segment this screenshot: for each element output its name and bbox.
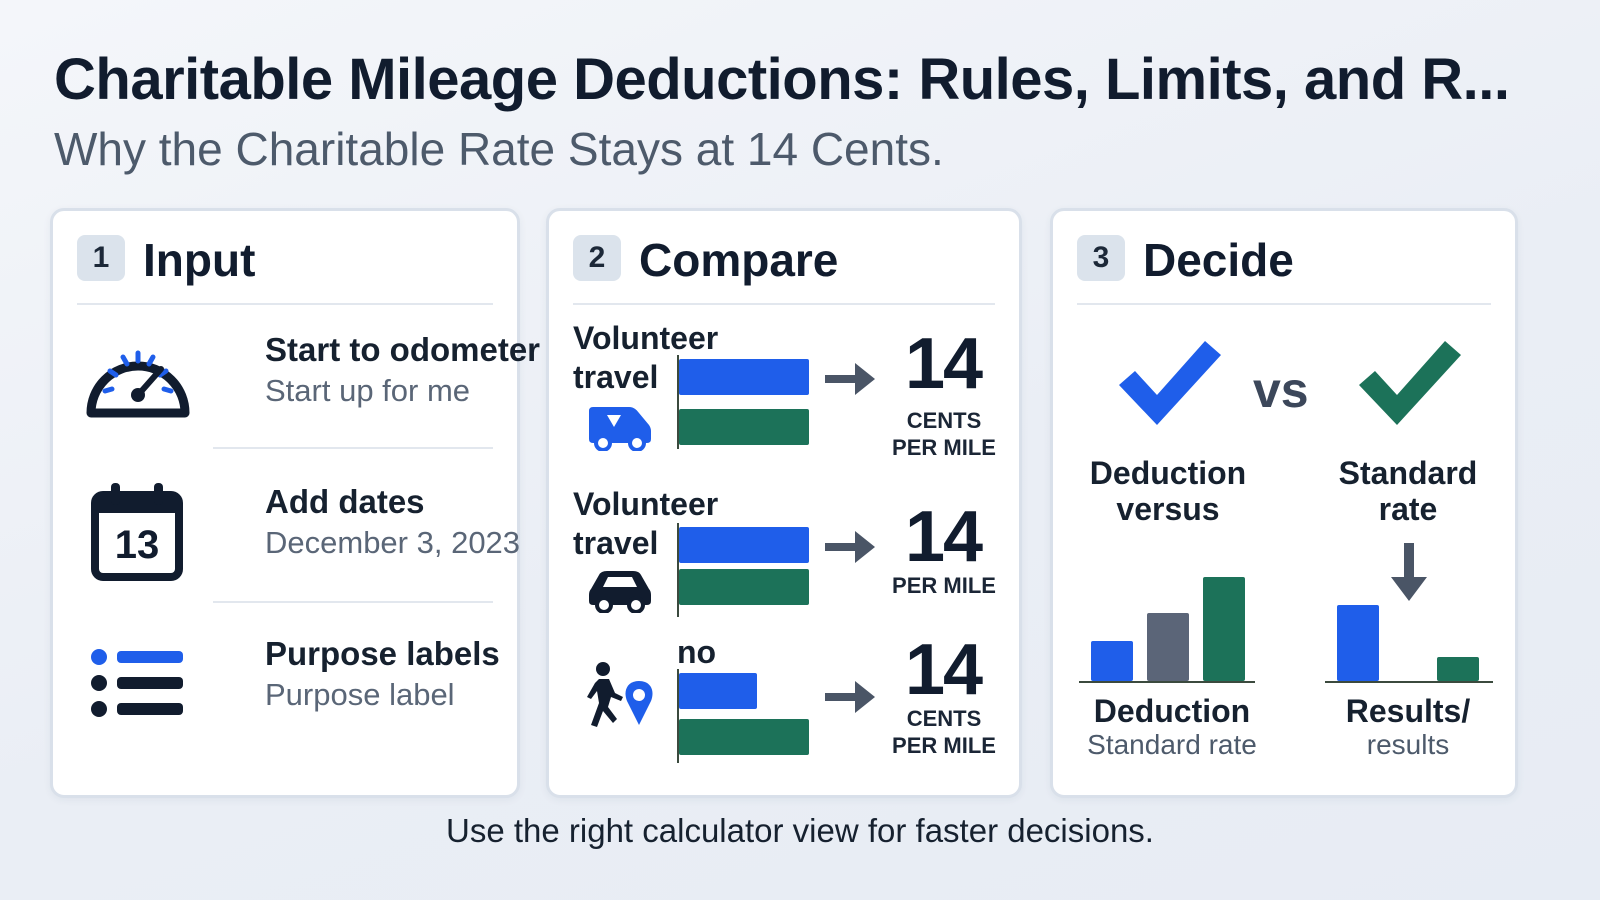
- decide-right-label: Standard: [1338, 455, 1478, 491]
- rate-unit: CENTS: [906, 408, 982, 433]
- checkmark-green-icon: [1353, 337, 1465, 429]
- decide-left-label: versus: [1116, 491, 1220, 527]
- row-title: Add dates: [265, 483, 425, 520]
- decide-right-label: rate: [1378, 491, 1438, 527]
- mini-bar-green: [1203, 577, 1245, 681]
- arrow-right-icon: [823, 359, 877, 399]
- chart-baseline: [1325, 681, 1493, 683]
- checkmark-blue-icon: [1113, 337, 1225, 429]
- step-number-badge: 2: [573, 235, 621, 281]
- compare-row-label: travel: [573, 359, 659, 395]
- compare-card: 2 Compare Volunteer travel 14 CENTS PER …: [546, 208, 1022, 798]
- rate-unit: PER MILE: [892, 733, 996, 758]
- bar-blue: [679, 527, 809, 563]
- calendar-icon: 13: [83, 483, 193, 583]
- bar-green: [679, 719, 809, 755]
- bar-green: [679, 569, 809, 605]
- input-row-dates: 13 Add dates December 3, 2023: [83, 473, 520, 603]
- row-title: Start to odometer: [265, 331, 541, 368]
- decide-left-label: Deduction: [1089, 455, 1247, 491]
- step-label: Input: [143, 234, 256, 286]
- chart-baseline: [1079, 681, 1255, 683]
- rate-value: 14: [904, 324, 983, 404]
- list-icon: [83, 635, 193, 735]
- row-title: Purpose labels: [265, 635, 500, 672]
- arrow-right-icon: [823, 527, 877, 567]
- compare-card-header: 2 Compare: [573, 233, 995, 305]
- bar-blue: [679, 673, 757, 709]
- left-chart-subtitle: Standard rate: [1087, 729, 1257, 760]
- rate-unit: PER MILE: [892, 573, 996, 598]
- footer-caption: Use the right calculator view for faster…: [446, 812, 1154, 849]
- row-subtitle: Start up for me: [265, 373, 471, 408]
- rate-unit: PER MILE: [892, 435, 996, 460]
- input-row-odometer: Start to odometer Start up for me: [83, 321, 540, 451]
- rate-value: 14: [904, 630, 983, 710]
- compare-row-label: travel: [573, 525, 659, 561]
- right-chart-title: Results/: [1345, 693, 1471, 729]
- left-chart-title: Deduction: [1093, 693, 1251, 729]
- bar-axis: [677, 523, 679, 617]
- arrow-down-icon: [1387, 541, 1431, 603]
- decide-card-header: 3 Decide: [1077, 233, 1491, 305]
- mini-bar-slate: [1147, 613, 1189, 681]
- vs-label: vs: [1253, 362, 1309, 418]
- step-label: Decide: [1143, 234, 1294, 286]
- step-number-badge: 1: [77, 235, 125, 281]
- walker-pin-icon: [577, 659, 661, 739]
- mini-bar-blue: [1337, 605, 1379, 681]
- van-icon: [585, 403, 655, 451]
- decide-card: 3 Decide vs Deduction versus Standard ra…: [1050, 208, 1518, 798]
- mini-bar-green: [1437, 657, 1479, 681]
- speedometer-icon: [83, 331, 193, 431]
- rate-unit: CENTS: [906, 706, 982, 731]
- bar-blue: [679, 359, 809, 395]
- compare-row-label: Volunteer: [573, 320, 719, 356]
- row-divider: [213, 601, 493, 603]
- page-title: Charitable Mileage Deductions: Rules, Li…: [54, 47, 1510, 112]
- input-row-purpose: Purpose labels Purpose label: [83, 625, 500, 755]
- row-divider: [213, 447, 493, 449]
- car-icon: [585, 567, 655, 613]
- bar-axis: [677, 669, 679, 763]
- row-subtitle: Purpose label: [265, 677, 455, 712]
- rate-value: 14: [904, 497, 983, 577]
- mini-bar-blue: [1091, 641, 1133, 681]
- step-label: Compare: [639, 234, 839, 286]
- page-subtitle: Why the Charitable Rate Stays at 14 Cent…: [54, 123, 944, 175]
- compare-row-label: no: [677, 634, 717, 670]
- bar-axis: [677, 355, 679, 449]
- compare-row-label: Volunteer: [573, 486, 719, 522]
- calendar-day: 13: [114, 523, 160, 567]
- input-card: 1 Input Start to odometer Start up: [50, 208, 540, 798]
- input-card-header: 1 Input: [77, 233, 493, 305]
- arrow-right-icon: [823, 677, 877, 717]
- bar-green: [679, 409, 809, 445]
- step-number-badge: 3: [1077, 235, 1125, 281]
- right-chart-subtitle: results: [1366, 729, 1450, 760]
- row-subtitle: December 3, 2023: [265, 525, 521, 560]
